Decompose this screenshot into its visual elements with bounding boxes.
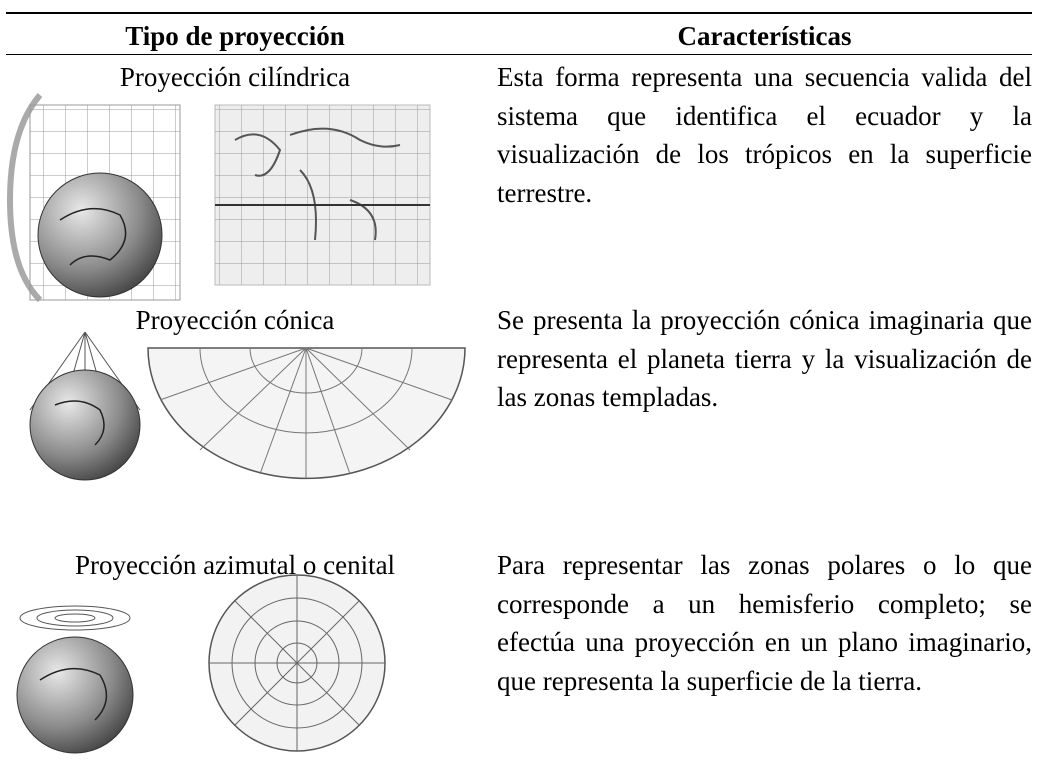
row-description: Se presenta la proyección cónica imagina… xyxy=(497,305,1032,412)
row-label: Proyección azimutal o cenital xyxy=(74,550,396,580)
conic-illustration xyxy=(29,331,466,481)
header-cell: Tipo de proyección xyxy=(125,21,345,51)
row-label: Proyección cónica xyxy=(135,305,335,335)
row-description: Para representar las zonas polares o lo … xyxy=(497,550,1032,696)
row-label: Proyección cilíndrica xyxy=(119,62,351,92)
cylindrical-illustration xyxy=(6,93,431,303)
top-rule xyxy=(6,12,1032,14)
header-cell: Características xyxy=(677,21,852,51)
header-rule xyxy=(6,54,1032,55)
row-description: Esta forma representa una secuencia vali… xyxy=(497,62,1032,208)
azimuthal-illustration xyxy=(16,574,386,754)
